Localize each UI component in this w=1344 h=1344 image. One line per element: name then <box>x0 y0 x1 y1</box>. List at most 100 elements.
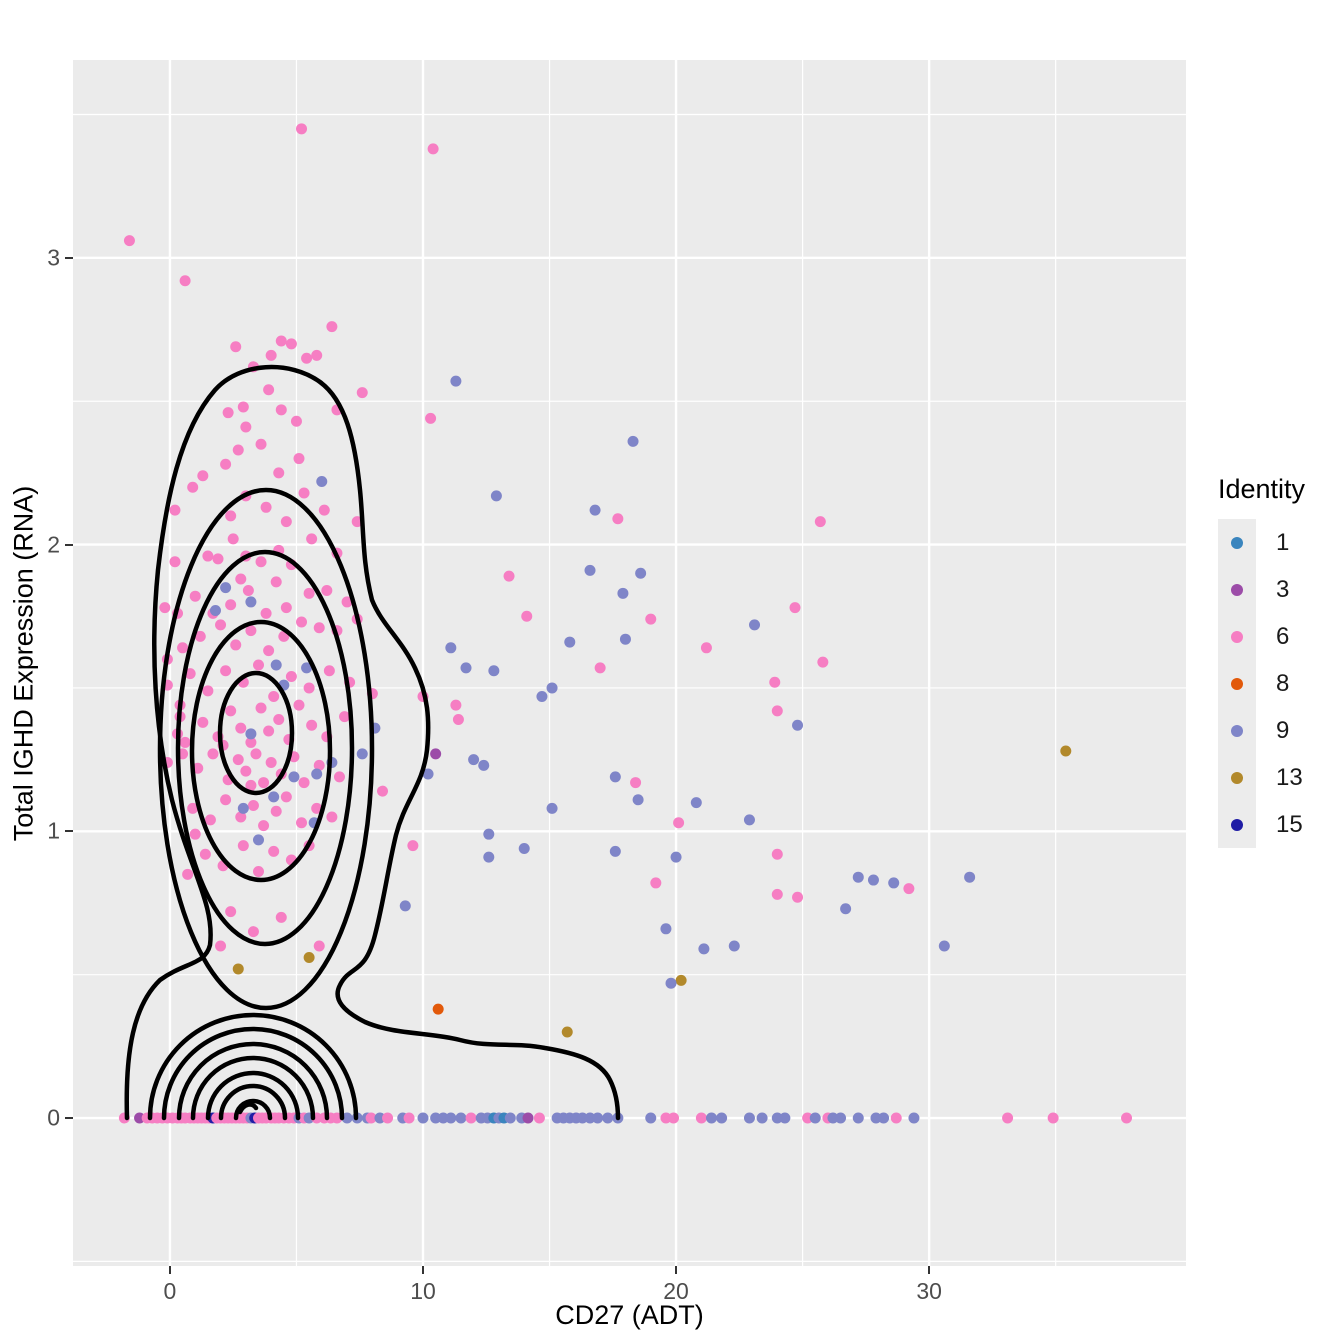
data-point <box>263 725 275 737</box>
data-point <box>306 533 318 545</box>
data-point <box>903 883 915 895</box>
data-point <box>215 940 227 952</box>
x-tick-label: 10 <box>410 1278 436 1304</box>
data-point <box>235 811 247 823</box>
x-tick-mark <box>421 1266 424 1274</box>
data-point <box>225 599 237 611</box>
data-point <box>293 453 305 465</box>
data-point <box>1060 745 1072 757</box>
data-point <box>253 834 264 846</box>
data-point <box>403 1112 415 1124</box>
data-point <box>341 1112 353 1124</box>
legend-item: 6 <box>1218 613 1305 660</box>
data-point <box>432 1003 444 1015</box>
data-point <box>521 610 533 622</box>
data-point <box>827 1112 839 1124</box>
data-point <box>245 736 257 748</box>
data-point <box>275 404 287 416</box>
data-point <box>169 556 181 568</box>
data-point <box>890 1112 902 1124</box>
data-point <box>840 903 852 915</box>
data-point <box>445 642 457 654</box>
data-point <box>576 1112 588 1124</box>
density-contour-ring <box>175 549 355 947</box>
data-point <box>255 438 267 450</box>
data-point <box>333 771 345 783</box>
data-point <box>197 470 209 482</box>
data-point <box>260 501 272 513</box>
data-point <box>632 794 644 806</box>
data-point <box>280 602 292 614</box>
y-tick-mark <box>65 830 73 833</box>
legend-keys: 1 3 6 8 9 13 15 <box>1218 519 1305 848</box>
data-point <box>273 467 285 479</box>
legend-item-label: 6 <box>1276 622 1290 650</box>
data-point <box>235 573 247 585</box>
data-point <box>908 1112 920 1124</box>
data-point <box>964 871 976 883</box>
data-point <box>169 504 181 516</box>
x-axis-title: CD27 (ADT) <box>555 1300 704 1330</box>
legend-key-swatch <box>1218 707 1256 754</box>
plot-panel <box>73 60 1186 1266</box>
legend-key-swatch <box>1218 754 1256 801</box>
data-point <box>222 407 234 419</box>
legend-item-label: 9 <box>1276 716 1290 744</box>
data-point <box>690 797 702 809</box>
data-point <box>225 510 237 522</box>
data-point <box>938 940 950 952</box>
data-point <box>255 556 267 568</box>
data-point <box>235 722 247 734</box>
data-point <box>356 387 368 399</box>
data-point <box>189 590 201 602</box>
data-point <box>225 906 237 918</box>
density-contour-arc <box>147 1012 359 1121</box>
data-point <box>316 475 328 487</box>
data-point <box>253 659 264 671</box>
data-point <box>437 1112 449 1124</box>
data-point <box>220 665 232 677</box>
data-point <box>242 584 254 596</box>
data-point <box>716 1112 728 1124</box>
legend-item-label: 3 <box>1276 575 1290 603</box>
density-contour-arc <box>176 1041 330 1121</box>
data-point <box>255 702 267 714</box>
data-point <box>382 1112 394 1124</box>
data-point <box>265 349 277 361</box>
data-point <box>313 940 325 952</box>
data-point <box>293 699 305 711</box>
data-point <box>427 143 439 155</box>
plot-canvas <box>73 60 1186 1266</box>
data-point <box>220 458 232 470</box>
data-point <box>326 321 338 333</box>
data-point <box>584 1112 596 1124</box>
data-point <box>268 691 280 703</box>
data-point <box>700 642 712 654</box>
data-point <box>1047 1112 1059 1124</box>
data-point <box>232 963 244 975</box>
data-point <box>159 602 171 614</box>
data-point <box>589 504 601 516</box>
data-point <box>522 1112 534 1124</box>
data-point <box>533 1112 545 1124</box>
data-point <box>650 877 662 889</box>
density-contour-arc <box>218 1083 288 1121</box>
data-point <box>232 444 244 456</box>
data-point <box>365 1112 377 1124</box>
data-point <box>288 771 300 783</box>
data-point <box>179 736 191 748</box>
data-point <box>273 713 285 725</box>
y-tick-label: 2 <box>47 531 60 558</box>
legend-item: 1 <box>1218 519 1305 566</box>
data-point <box>225 705 237 717</box>
x-tick-mark <box>168 1266 171 1274</box>
data-point <box>779 1112 791 1124</box>
data-point <box>422 768 434 780</box>
data-point <box>425 412 437 424</box>
data-point <box>705 1112 717 1124</box>
data-point <box>285 338 297 350</box>
legend-item-label: 1 <box>1276 528 1290 556</box>
data-point <box>268 845 280 857</box>
data-point <box>260 607 272 619</box>
data-point <box>518 843 530 855</box>
